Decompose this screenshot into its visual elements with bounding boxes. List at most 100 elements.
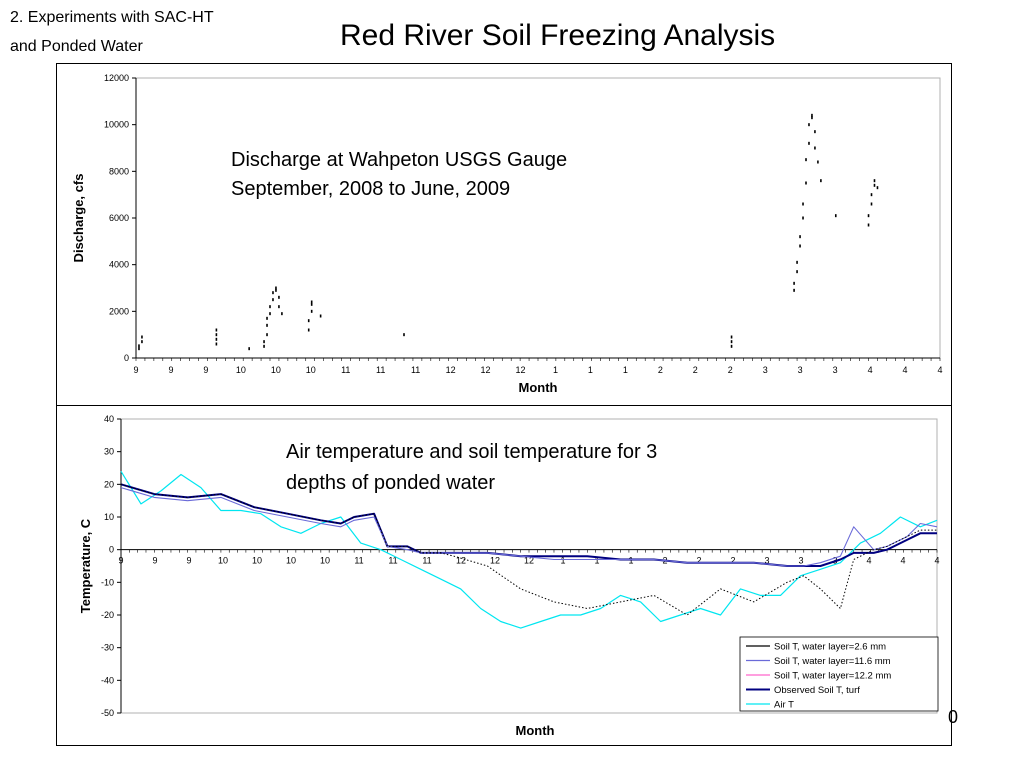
- discharge-point: [138, 344, 140, 348]
- x-tick-label: 11: [422, 556, 431, 566]
- discharge-point: [310, 300, 313, 304]
- x-tick-label: 1: [588, 365, 593, 375]
- discharge-point: [269, 305, 271, 309]
- discharge-point: [873, 183, 876, 187]
- discharge-point: [248, 347, 250, 351]
- discharge-point: [141, 335, 143, 339]
- discharge-point: [263, 344, 265, 348]
- annotation-line-1: Air temperature and soil temperature for…: [286, 441, 657, 463]
- x-tick-label: 9: [168, 365, 173, 375]
- discharge-point: [802, 216, 804, 220]
- discharge-point: [799, 235, 801, 239]
- x-tick-label: 12: [481, 365, 491, 375]
- discharge-point: [870, 202, 873, 206]
- y-axis-title: Temperature, C: [78, 518, 93, 613]
- discharge-point: [730, 335, 733, 339]
- discharge-point: [814, 130, 816, 134]
- slide-title: Red River Soil Freezing Analysis: [340, 19, 776, 52]
- section-heading-line-2: and Ponded Water: [10, 38, 143, 55]
- discharge-point: [307, 319, 310, 323]
- x-tick-label: 10: [236, 365, 246, 375]
- annotation-line-2: September, 2008 to June, 2009: [231, 178, 510, 200]
- legend-label: Air T: [774, 700, 794, 711]
- series-line-air-t: [120, 470, 938, 629]
- x-tick-label: 10: [252, 556, 262, 566]
- x-tick-label: 4: [937, 365, 942, 375]
- y-tick-label: 4000: [109, 260, 129, 270]
- y-axis-title: Discharge, cfs: [71, 174, 86, 263]
- x-tick-label: 2: [693, 365, 698, 375]
- discharge-point: [730, 344, 733, 348]
- y-tick-label: -20: [101, 610, 114, 620]
- x-tick-label: 12: [524, 556, 534, 566]
- x-tick-label: 1: [628, 556, 633, 566]
- y-tick-label: 10000: [104, 120, 129, 130]
- y-tick-label: 0: [109, 545, 114, 555]
- y-tick-label: -30: [101, 643, 114, 653]
- x-tick-label: 9: [133, 365, 138, 375]
- discharge-point: [796, 260, 798, 264]
- discharge-point: [310, 309, 313, 313]
- annotation-line-2: depths of ponded water: [286, 472, 495, 494]
- x-tick-label: 12: [490, 556, 500, 566]
- x-tick-label: 9: [203, 365, 208, 375]
- x-tick-label: 1: [560, 556, 565, 566]
- x-tick-label: 12: [516, 365, 526, 375]
- chart-divider: [56, 405, 952, 406]
- y-tick-label: -50: [101, 708, 114, 718]
- discharge-point: [215, 333, 218, 337]
- discharge-point: [802, 202, 804, 206]
- x-tick-label: 11: [388, 556, 397, 566]
- discharge-point: [867, 223, 870, 227]
- discharge-point: [275, 288, 277, 292]
- discharge-point: [834, 214, 837, 218]
- y-tick-label: 2000: [109, 306, 129, 316]
- discharge-point: [808, 123, 810, 127]
- discharge-point: [310, 302, 313, 306]
- discharge-point: [808, 141, 810, 145]
- y-tick-label: 0: [124, 353, 129, 363]
- discharge-point: [403, 333, 405, 337]
- y-tick-label: 40: [104, 414, 114, 424]
- x-tick-label: 3: [833, 365, 838, 375]
- x-tick-label: 2: [696, 556, 701, 566]
- x-axis-title: Month: [519, 380, 558, 395]
- x-tick-label: 12: [446, 365, 456, 375]
- x-tick-label: 2: [658, 365, 663, 375]
- y-tick-label: 8000: [109, 166, 129, 176]
- x-tick-label: 3: [763, 365, 768, 375]
- x-tick-label: 3: [798, 556, 803, 566]
- chart-frame: [56, 63, 952, 746]
- x-tick-label: 4: [866, 556, 871, 566]
- x-tick-label: 4: [934, 556, 939, 566]
- y-tick-label: 10: [104, 512, 114, 522]
- discharge-point: [876, 186, 879, 190]
- discharge-point: [870, 193, 873, 197]
- legend-label: Soil T, water layer=2.6 mm: [774, 642, 886, 653]
- discharge-point: [263, 340, 265, 344]
- discharge-point: [138, 347, 140, 351]
- discharge-point: [811, 116, 813, 120]
- x-axis-title: Month: [516, 723, 555, 738]
- x-tick-label: 11: [354, 556, 363, 566]
- y-tick-label: 12000: [104, 73, 129, 83]
- legend-label: Soil T, water layer=11.6 mm: [774, 656, 891, 667]
- discharge-point: [275, 286, 277, 290]
- discharge-point: [796, 270, 798, 274]
- x-tick-label: 3: [798, 365, 803, 375]
- x-tick-label: 3: [764, 556, 769, 566]
- x-tick-label: 10: [271, 365, 281, 375]
- x-tick-label: 2: [730, 556, 735, 566]
- discharge-point: [793, 281, 795, 285]
- discharge-point: [266, 316, 268, 320]
- x-tick-label: 4: [903, 365, 908, 375]
- discharge-point: [814, 146, 816, 150]
- x-tick-label: 9: [118, 556, 123, 566]
- legend-box: [739, 636, 939, 712]
- discharge-point: [269, 312, 271, 316]
- x-tick-label: 9: [186, 556, 191, 566]
- y-tick-label: 30: [104, 447, 114, 457]
- legend-label: Observed Soil T, turf: [774, 685, 860, 696]
- discharge-point: [266, 333, 268, 337]
- discharge-point: [307, 328, 310, 332]
